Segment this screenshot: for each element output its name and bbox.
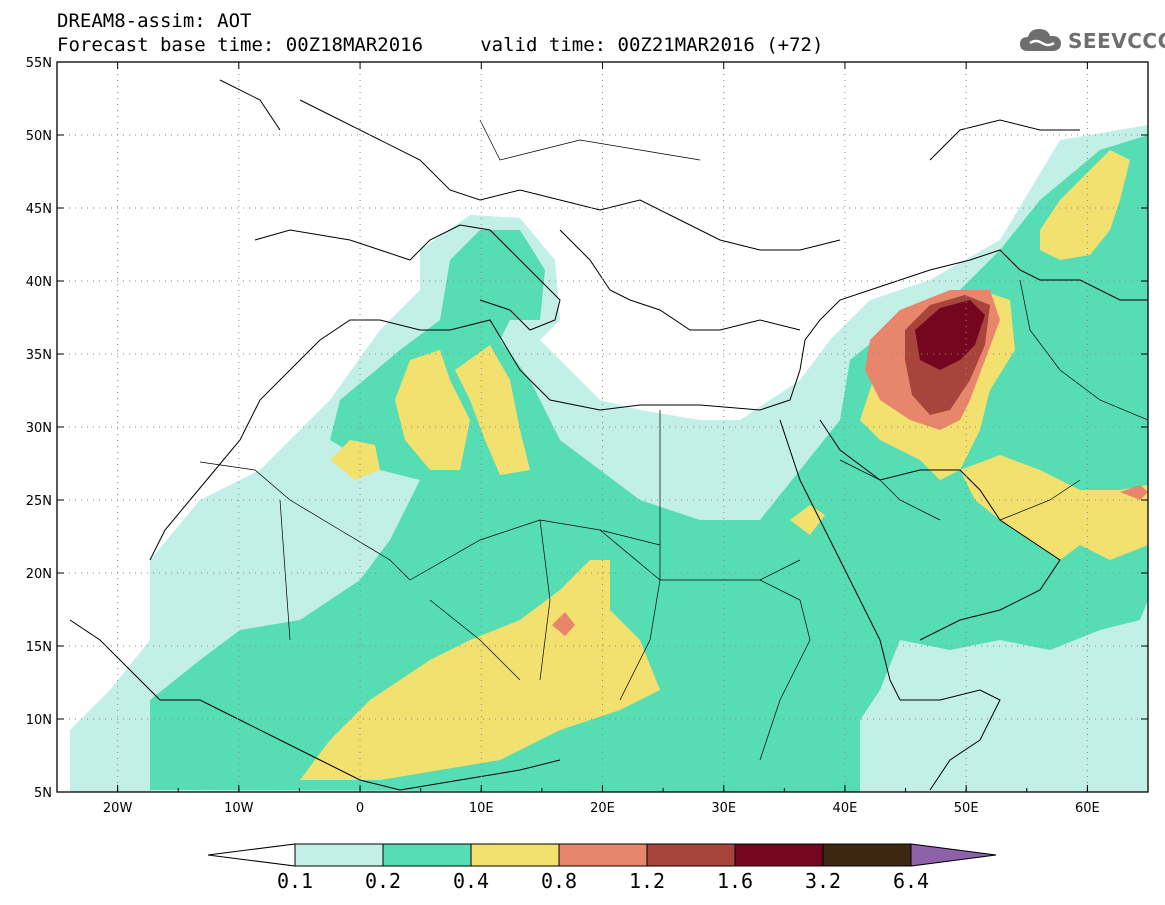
aot-band-1.6 [915, 300, 985, 370]
lat-label-30N: 30N [26, 421, 52, 436]
aot-band-0.4-a [300, 560, 660, 780]
colorbar-label-1.2: 1.2 [629, 869, 665, 893]
aot-band-0.4-d [330, 440, 380, 480]
lat-label-20N: 20N [26, 567, 52, 582]
colorbar: 0.1 0.2 0.4 0.8 1.2 1.6 3.2 6.4 [207, 843, 997, 893]
lon-label-30E: 30E [711, 801, 736, 816]
lon-label-50E: 50E [954, 801, 979, 816]
colorbar-label-0.2: 0.2 [365, 869, 401, 893]
lon-label-10W: 10W [224, 801, 254, 816]
colorbar-arrow-high [910, 843, 997, 867]
colorbar-box-3.2 [822, 843, 912, 867]
colorbar-box-0.1 [294, 843, 384, 867]
colorbar-label-0.4: 0.4 [453, 869, 489, 893]
aot-band-0.2 [150, 135, 1148, 792]
colorbar-label-6.4: 6.4 [893, 869, 929, 893]
colorbar-label-1.6: 1.6 [717, 869, 753, 893]
lon-label-20W: 20W [103, 801, 133, 816]
colorbar-arrow-low [207, 843, 296, 867]
lat-label-15N: 15N [26, 640, 52, 655]
aot-fields [70, 125, 1148, 792]
lon-label-0: 0 [356, 801, 364, 816]
logo-text: SEEVCCC [1068, 29, 1165, 53]
lat-label-50N: 50N [26, 129, 52, 144]
country-borders [199, 119, 1148, 761]
lon-label-20E: 20E [590, 801, 615, 816]
chart-title-line1: DREAM8-assim: AOT [57, 10, 252, 32]
aot-band-0.4-c [455, 345, 530, 475]
lat-label-35N: 35N [26, 348, 52, 363]
colorbar-label-3.2: 3.2 [805, 869, 841, 893]
seevccc-logo: SEEVCCC [1018, 23, 1165, 59]
colorbar-box-0.8 [558, 843, 648, 867]
map-ticks [56, 61, 1149, 793]
colorbar-box-1.6 [734, 843, 824, 867]
colorbar-box-1.2 [646, 843, 736, 867]
aot-band-0.4-g [1040, 150, 1130, 260]
lat-label-55N: 55N [26, 56, 52, 71]
cloud-icon [1020, 29, 1061, 51]
chart-title-line2: Forecast base time: 00Z18MAR2016 valid t… [57, 34, 824, 56]
aot-band-0.4-b [395, 350, 470, 470]
lon-label-60E: 60E [1075, 801, 1100, 816]
lat-label-45N: 45N [26, 202, 52, 217]
aot-band-0.4-f [960, 455, 1148, 560]
colorbar-label-0.1: 0.1 [277, 869, 313, 893]
lon-label-10E: 10E [469, 801, 494, 816]
colorbar-box-0.4 [470, 843, 560, 867]
lat-label-25N: 25N [26, 494, 52, 509]
aot-band-0.8-c [1120, 485, 1148, 500]
colorbar-box-0.2 [382, 843, 472, 867]
lat-label-10N: 10N [26, 713, 52, 728]
aot-band-0.8-b [552, 612, 575, 636]
lat-label-40N: 40N [26, 275, 52, 290]
colorbar-label-0.8: 0.8 [541, 869, 577, 893]
lat-label-5N: 5N [34, 786, 52, 801]
lon-label-40E: 40E [833, 801, 858, 816]
map-tick-labels: 55N 50N 45N 40N 35N 30N 25N 20N 15N 10N 5N 20W 10W 0 1… [26, 56, 1100, 816]
